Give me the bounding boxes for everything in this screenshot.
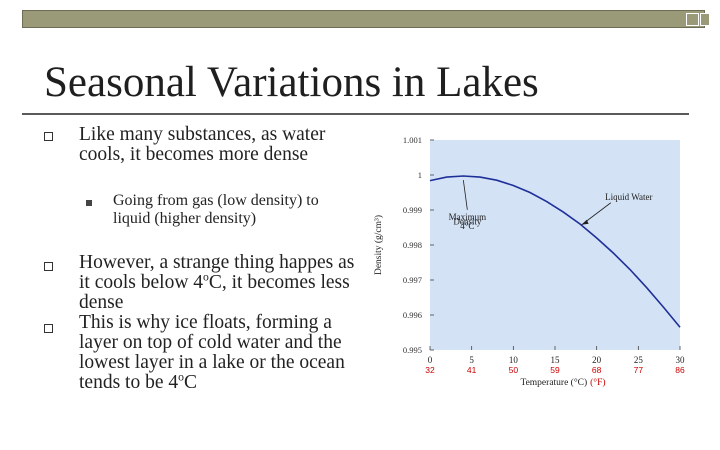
- x-tick-label-f: 59: [550, 365, 560, 375]
- x-tick-label: 30: [676, 355, 686, 365]
- density-chart: 1.001 1 0.999 0.998 0.997 0.996 0.995 032 541 10…: [373, 135, 686, 388]
- window-box-icon: [686, 13, 699, 26]
- x-tick-label: 20: [592, 355, 602, 365]
- x-tick-label: 5: [469, 355, 474, 365]
- degree-sup: o: [178, 370, 184, 384]
- y-tick-label: 0.996: [403, 310, 422, 320]
- x-tick-label-f: 32: [425, 365, 435, 375]
- bullet-text-2: However, a strange thing happes as it co…: [79, 253, 355, 313]
- annotation-max-density: 4°C: [460, 221, 474, 231]
- bullet-icon: [44, 262, 53, 271]
- sub-bullet-text: Going from gas (low density) to liquid (…: [113, 192, 319, 227]
- bullet-text-1: Like many substances, as water cools, it…: [79, 124, 326, 165]
- annotation-arrow: [462, 179, 468, 210]
- x-tick-label-f: 77: [634, 365, 644, 375]
- annotation-max-density: Maximum: [449, 212, 487, 222]
- x-tick-label: 25: [634, 355, 644, 365]
- top-decor-bar: [22, 10, 705, 28]
- y-tick-label: 0.995: [403, 345, 422, 355]
- bullet-3-unit: C: [183, 372, 197, 393]
- sub-bullet-icon: [86, 200, 92, 206]
- window-box-icon-2: [700, 13, 710, 26]
- annotation-liquid-water: Liquid Water: [605, 192, 652, 202]
- annotation-max-density: Density: [453, 216, 481, 226]
- series-line-liquid-water: [429, 175, 681, 328]
- y-tick-label: 0.998: [403, 240, 422, 250]
- bullet-2-main: However, a strange thing happes as it co…: [79, 252, 355, 293]
- bullet-2-unit: C,: [208, 272, 227, 293]
- y-axis-label: Density (g/cm³): [373, 215, 384, 275]
- bullet-text-3: This is why ice floats, forming a layer …: [79, 313, 355, 393]
- slide-title: Seasonal Variations in Lakes: [44, 59, 539, 106]
- x-tick-label-f: 50: [509, 365, 519, 375]
- x-axis-label-f: (°F): [590, 377, 605, 388]
- y-tick-label: 0.999: [403, 205, 422, 215]
- degree-sup: o: [203, 270, 209, 284]
- y-tick-label: 1.001: [403, 135, 422, 145]
- bullet-2-rest: it becomes less dense: [79, 272, 350, 313]
- x-tick-label: 0: [428, 355, 433, 365]
- plot-area: [430, 140, 680, 350]
- annotation-arrowhead: [581, 219, 589, 225]
- x-tick-label: 10: [509, 355, 519, 365]
- bullet-icon: [44, 132, 53, 141]
- x-tick-label: 15: [551, 355, 561, 365]
- bullet-3-main: This is why ice floats, forming a layer …: [79, 312, 345, 393]
- x-axis-label: Temperature (°C) (°F): [520, 377, 605, 388]
- x-tick-label-f: 86: [675, 365, 685, 375]
- x-axis-label-c: Temperature (°C): [520, 377, 587, 388]
- x-tick-label-f: 68: [592, 365, 602, 375]
- bullet-icon: [44, 324, 53, 333]
- title-divider: [22, 113, 689, 115]
- x-tick-label-f: 41: [467, 365, 477, 375]
- y-tick-label: 1: [418, 170, 422, 180]
- y-tick-label: 0.997: [403, 275, 422, 285]
